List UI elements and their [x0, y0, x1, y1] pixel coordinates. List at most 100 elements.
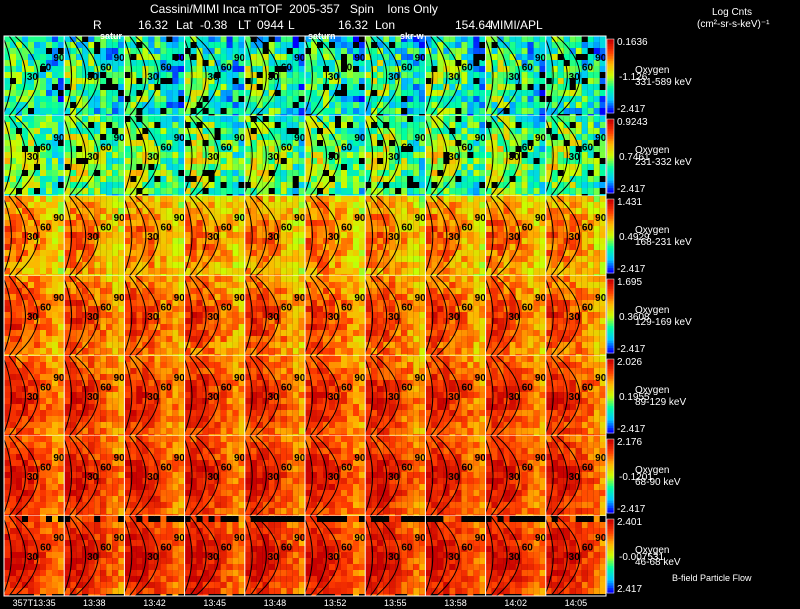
heatmap-cell: [268, 102, 275, 108]
heatmap-cell: [503, 244, 510, 250]
heatmap-cell: [401, 116, 408, 122]
heatmap-cell: [292, 244, 299, 250]
heatmap-cell: [196, 194, 203, 196]
colorbar-segment: [607, 218, 614, 222]
heatmap-cell: [443, 188, 450, 194]
heatmap-cell: [196, 158, 203, 164]
heatmap-cell: [52, 158, 58, 164]
heatmap-cell: [70, 66, 77, 72]
heatmap-cell: [521, 108, 528, 114]
heatmap-cell: [461, 78, 468, 84]
heatmap-cell: [365, 226, 372, 232]
heatmap-cell: [268, 122, 275, 128]
heatmap-cell: [485, 90, 492, 96]
heatmap-cell: [359, 232, 365, 238]
heatmap-cell: [407, 196, 414, 202]
colorbar-segment: [607, 258, 614, 262]
heatmap-cell: [509, 72, 516, 78]
heatmap-cell: [455, 108, 462, 114]
heatmap-cell: [341, 194, 347, 196]
heatmap-cell: [112, 274, 119, 276]
heatmap-cell: [419, 128, 426, 134]
heatmap-cell: [100, 176, 107, 182]
heatmap-cell: [341, 188, 347, 194]
heatmap-cell: [389, 108, 396, 114]
heatmap-cell: [52, 208, 58, 214]
heatmap-cell: [190, 226, 197, 232]
heatmap-cell: [455, 72, 462, 78]
heatmap-cell: [407, 244, 414, 250]
heatmap-cell: [118, 274, 125, 276]
heatmap-cell: [166, 152, 173, 158]
heatmap-cell: [467, 268, 474, 274]
heatmap-cell: [581, 146, 588, 152]
heatmap-cell: [323, 36, 329, 42]
heatmap-cell: [551, 194, 558, 196]
heatmap-cell: [551, 152, 558, 158]
heatmap-cell: [232, 196, 239, 202]
heatmap-cell: [545, 196, 552, 202]
heatmap-cell: [28, 128, 34, 134]
heatmap-cell: [401, 140, 408, 146]
heatmap-cell: [286, 114, 293, 116]
heatmap-cell: [124, 208, 131, 214]
heatmap-cell: [341, 214, 347, 220]
heatmap-cell: [473, 42, 480, 48]
heatmap-cell: [256, 60, 263, 66]
heatmap-cell: [539, 170, 546, 176]
heatmap-cell: [226, 250, 233, 256]
heatmap-cell: [359, 36, 365, 42]
heatmap-cell: [40, 238, 46, 244]
heatmap-cell: [323, 256, 329, 262]
heatmap-cell: [587, 114, 594, 116]
heatmap-cell: [28, 114, 34, 116]
heatmap-cell: [136, 268, 143, 274]
heatmap-cell: [509, 208, 516, 214]
heatmap-cell: [599, 54, 606, 60]
heatmap-cell: [305, 96, 311, 102]
heatmap-cell: [473, 262, 480, 268]
angle-contour-label: 30: [87, 232, 99, 243]
heatmap-cell: [172, 256, 179, 262]
heatmap-cell: [569, 54, 576, 60]
angle-contour: [249, 196, 267, 276]
heatmap-cell: [46, 244, 52, 250]
heatmap-cell: [401, 122, 408, 128]
heatmap-cell: [461, 72, 468, 78]
heatmap-cell: [467, 170, 474, 176]
heatmap-cell: [323, 194, 329, 196]
heatmap-cell: [569, 268, 576, 274]
heatmap-cell: [359, 108, 365, 114]
angle-contour-label: 30: [207, 72, 219, 83]
heatmap-cell: [166, 134, 173, 140]
heatmap-cell: [527, 116, 534, 122]
heatmap-cell: [365, 170, 372, 176]
heatmap-cell: [88, 134, 95, 140]
heatmap-cell: [172, 60, 179, 66]
heatmap-cell: [226, 244, 233, 250]
heatmap-cell: [10, 102, 16, 108]
heatmap-cell: [22, 256, 28, 262]
heatmap-cell: [94, 182, 101, 188]
heatmap-cell: [449, 188, 456, 194]
heatmap-cell: [551, 196, 558, 202]
heatmap-cell: [124, 226, 131, 232]
heatmap-cell: [16, 116, 22, 122]
heatmap-cell: [64, 164, 71, 170]
heatmap-cell: [551, 202, 558, 208]
heatmap-cell: [292, 66, 299, 72]
heatmap-cell: [262, 114, 269, 116]
angle-contour: [496, 196, 520, 276]
heatmap-cell: [347, 146, 353, 152]
heatmap-cell: [587, 188, 594, 194]
heatmap-cell: [581, 152, 588, 158]
heatmap-cell: [130, 176, 137, 182]
heatmap-cell: [34, 90, 40, 96]
angle-contour-label: 30: [87, 72, 99, 83]
heatmap-cell: [503, 164, 510, 170]
heatmap-cell: [545, 274, 552, 276]
heatmap-cell: [256, 122, 263, 128]
heatmap-cell: [292, 274, 299, 276]
heatmap-cell: [551, 54, 558, 60]
